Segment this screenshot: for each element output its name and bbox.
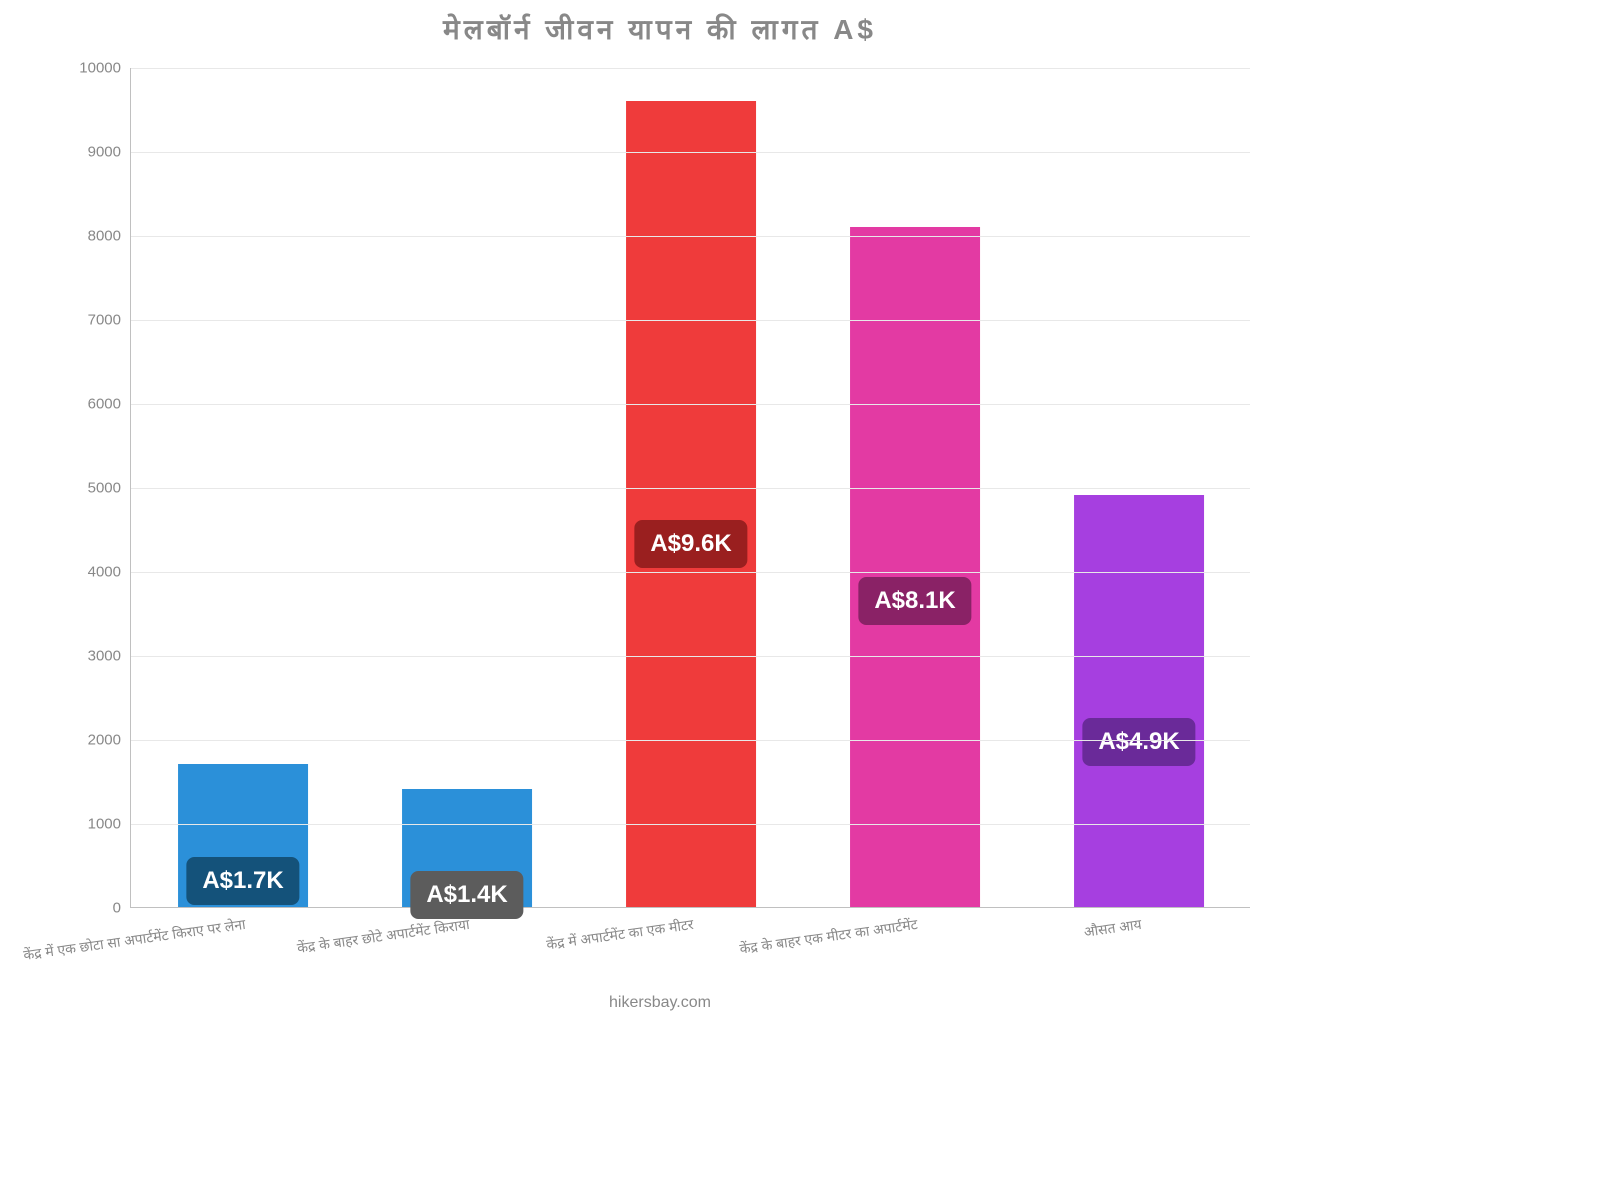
xtick-label: केंद्र में एक छोटा सा अपार्टमेंट किराए प… <box>22 915 247 965</box>
ytick-label: 2000 <box>88 732 121 749</box>
xtick-label: केंद्र के बाहर एक मीटर का अपार्टमेंट <box>738 915 918 959</box>
value-badge: A$1.7K <box>186 857 299 905</box>
value-badge: A$4.9K <box>1082 718 1195 766</box>
ytick-label: 3000 <box>88 648 121 665</box>
bar-slot: A$1.7Kकेंद्र में एक छोटा सा अपार्टमेंट क… <box>178 67 308 907</box>
xtick-label: औसत आय <box>1083 915 1143 942</box>
value-badge: A$1.4K <box>410 871 523 919</box>
value-badge: A$9.6K <box>634 520 747 568</box>
gridline <box>131 236 1250 237</box>
ytick-label: 5000 <box>88 480 121 497</box>
bar <box>1074 495 1204 907</box>
gridline <box>131 152 1250 153</box>
bar-slot: A$8.1Kकेंद्र के बाहर एक मीटर का अपार्टमे… <box>850 67 980 907</box>
ytick-label: 1000 <box>88 816 121 833</box>
gridline <box>131 68 1250 69</box>
xtick-label: केंद्र के बाहर छोटे अपार्टमेंट किराया <box>296 915 471 958</box>
ytick-label: 7000 <box>88 312 121 329</box>
gridline <box>131 572 1250 573</box>
cost-of-living-chart: मेलबॉर्न जीवन यापन की लागत A$ A$1.7Kकेंद… <box>50 10 1270 1030</box>
gridline <box>131 824 1250 825</box>
gridline <box>131 488 1250 489</box>
bar-slot: A$9.6Kकेंद्र में अपार्टमेंट का एक मीटर <box>626 67 756 907</box>
gridline <box>131 404 1250 405</box>
gridline <box>131 656 1250 657</box>
value-badge: A$8.1K <box>858 577 971 625</box>
ytick-label: 9000 <box>88 144 121 161</box>
xtick-label: केंद्र में अपार्टमेंट का एक मीटर <box>545 915 695 954</box>
attribution-text: hikersbay.com <box>50 994 1270 1012</box>
gridline <box>131 740 1250 741</box>
gridline <box>131 320 1250 321</box>
ytick-label: 8000 <box>88 228 121 245</box>
bar-slot: A$4.9Kऔसत आय <box>1074 67 1204 907</box>
chart-title: मेलबॉर्न जीवन यापन की लागत A$ <box>50 10 1270 48</box>
plot-area: A$1.7Kकेंद्र में एक छोटा सा अपार्टमेंट क… <box>130 68 1250 908</box>
bar <box>626 101 756 907</box>
ytick-label: 0 <box>113 900 121 917</box>
bar-slot: A$1.4Kकेंद्र के बाहर छोटे अपार्टमेंट किर… <box>402 67 532 907</box>
ytick-label: 4000 <box>88 564 121 581</box>
ytick-label: 6000 <box>88 396 121 413</box>
ytick-label: 10000 <box>79 60 121 77</box>
bar <box>850 227 980 907</box>
